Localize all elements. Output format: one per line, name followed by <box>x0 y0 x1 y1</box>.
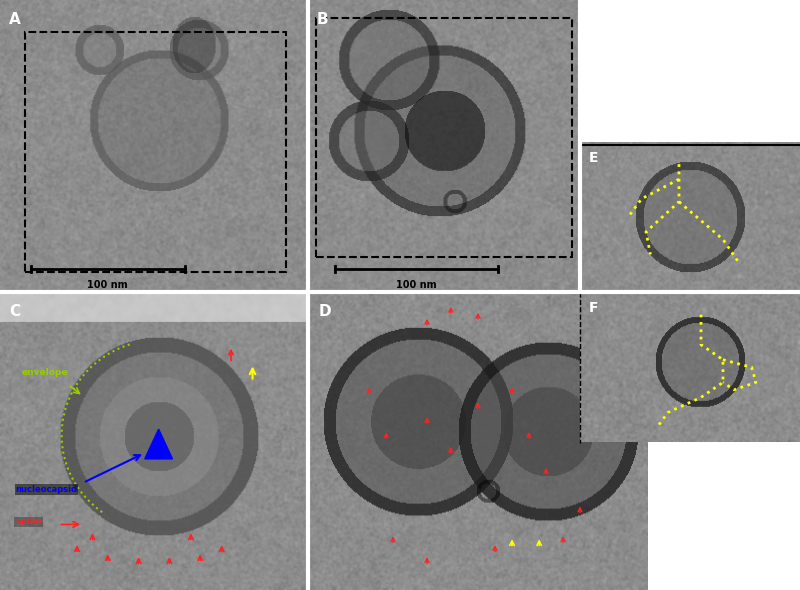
Text: C: C <box>10 304 20 319</box>
Text: nucleocapsid: nucleocapsid <box>15 484 78 494</box>
Bar <box>316 18 572 257</box>
Text: F: F <box>589 301 598 315</box>
Text: B: B <box>316 12 328 27</box>
Text: envelope: envelope <box>22 369 68 378</box>
Text: A: A <box>10 12 21 27</box>
Text: 100 nm: 100 nm <box>87 280 128 290</box>
Text: spike: spike <box>15 517 42 526</box>
Text: 100 nm: 100 nm <box>397 280 437 290</box>
Polygon shape <box>145 429 173 459</box>
Bar <box>25 32 286 271</box>
Text: D: D <box>318 304 331 319</box>
Text: E: E <box>589 150 598 165</box>
